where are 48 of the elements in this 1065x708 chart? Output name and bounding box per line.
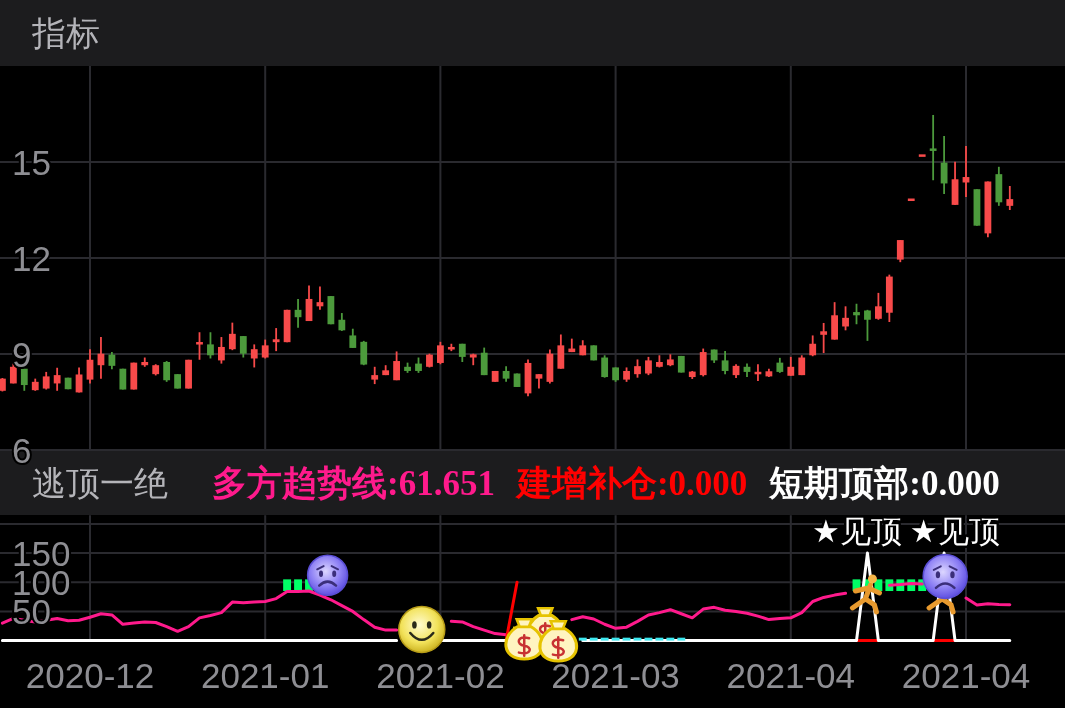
x-tick-label: 2021-01 <box>200 655 330 695</box>
x-tick-label: 2021-04 <box>726 655 856 695</box>
candlestick <box>360 339 368 367</box>
text: 建增补仓:0.000 <box>514 463 748 502</box>
candlestick <box>218 336 225 365</box>
candlestick <box>896 239 904 264</box>
x-tick-label: 2021-04 <box>901 655 1031 695</box>
candlestick <box>480 346 488 377</box>
candlestick <box>196 331 203 361</box>
annotation: ★见顶 <box>909 513 1000 550</box>
candlestick <box>250 343 258 369</box>
candlestick <box>393 350 400 382</box>
y-tick-label: 9 <box>12 334 32 374</box>
text: 短期顶部:0.000 <box>768 463 1000 502</box>
candlestick <box>272 327 280 353</box>
candlestick <box>809 334 817 358</box>
candlestick <box>349 327 357 349</box>
chart-title: 逃顶一绝 <box>32 463 168 502</box>
text: 多方趋势线:61.651 <box>212 463 495 502</box>
candlestick <box>721 350 729 376</box>
candlestick <box>645 355 652 377</box>
candlestick <box>940 135 948 195</box>
candlestick <box>557 333 565 370</box>
x-tick-label: 2021-03 <box>551 655 680 695</box>
candlestick <box>820 322 828 354</box>
y-tick-label: 6 <box>12 430 32 470</box>
y-tick-label: 12 <box>12 238 51 278</box>
y-tick-label: 15 <box>12 142 51 182</box>
candlestick <box>853 302 860 326</box>
candlestick <box>699 347 707 378</box>
candlestick <box>163 360 171 383</box>
candlestick <box>1006 185 1014 211</box>
candlestick <box>634 358 641 379</box>
candlestick <box>601 354 609 379</box>
x-tick-label: 2021-02 <box>376 655 505 695</box>
x-tick-label: 2020-12 <box>25 655 155 695</box>
candlestick <box>437 340 444 366</box>
candlestick <box>864 308 871 342</box>
candlestick <box>875 291 882 321</box>
candlestick <box>207 331 214 360</box>
candlestick <box>787 355 795 377</box>
candlestick <box>228 321 236 352</box>
candlestick <box>929 114 937 182</box>
chart-title: 指标 <box>31 14 100 52</box>
annotation: ★见顶 <box>811 513 902 550</box>
candlestick <box>842 305 849 332</box>
candlestick <box>53 366 61 392</box>
candlestick <box>239 335 247 359</box>
